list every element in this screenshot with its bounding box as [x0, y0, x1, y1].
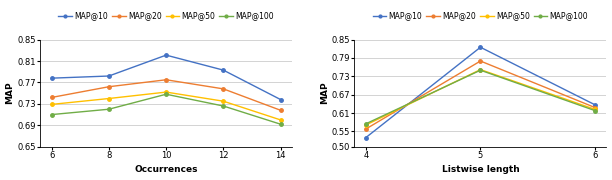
MAP@100 — [162, 93, 170, 95]
MAP@20 — [48, 96, 55, 98]
MAP@50 — [162, 91, 170, 93]
MAP@10 — [162, 54, 170, 56]
MAP@10 — [48, 77, 55, 79]
MAP@100 — [220, 105, 227, 107]
MAP@20 — [220, 88, 227, 90]
MAP@10 — [220, 69, 227, 71]
MAP@100 — [105, 108, 113, 110]
MAP@100 — [591, 109, 599, 112]
MAP@10 — [362, 136, 370, 139]
MAP@50 — [277, 119, 285, 121]
Y-axis label: MAP: MAP — [6, 82, 15, 104]
Line: MAP@50: MAP@50 — [50, 90, 282, 122]
MAP@20 — [362, 128, 370, 130]
X-axis label: Occurrences: Occurrences — [135, 165, 198, 174]
Line: MAP@100: MAP@100 — [364, 68, 597, 125]
MAP@100 — [362, 123, 370, 125]
MAP@50 — [220, 100, 227, 102]
MAP@10 — [591, 104, 599, 106]
Legend: MAP@10, MAP@20, MAP@50, MAP@100: MAP@10, MAP@20, MAP@50, MAP@100 — [373, 11, 588, 20]
MAP@20 — [477, 60, 484, 62]
Y-axis label: MAP: MAP — [320, 82, 329, 104]
MAP@20 — [277, 109, 285, 111]
Line: MAP@20: MAP@20 — [50, 78, 282, 112]
MAP@50 — [362, 124, 370, 126]
MAP@10 — [277, 98, 285, 101]
Legend: MAP@10, MAP@20, MAP@50, MAP@100: MAP@10, MAP@20, MAP@50, MAP@100 — [58, 11, 274, 20]
MAP@10 — [105, 75, 113, 77]
MAP@50 — [105, 97, 113, 100]
Line: MAP@10: MAP@10 — [50, 53, 282, 101]
MAP@20 — [105, 86, 113, 88]
MAP@100 — [48, 114, 55, 116]
MAP@10 — [477, 46, 484, 48]
Line: MAP@50: MAP@50 — [364, 68, 597, 127]
MAP@100 — [477, 69, 484, 71]
MAP@50 — [591, 108, 599, 111]
MAP@100 — [277, 123, 285, 125]
X-axis label: Listwise length: Listwise length — [442, 165, 520, 174]
Line: MAP@100: MAP@100 — [50, 93, 282, 126]
Line: MAP@10: MAP@10 — [364, 46, 597, 139]
MAP@20 — [591, 106, 599, 109]
MAP@50 — [48, 103, 55, 105]
MAP@50 — [477, 69, 484, 71]
MAP@20 — [162, 79, 170, 81]
Line: MAP@20: MAP@20 — [364, 59, 597, 131]
